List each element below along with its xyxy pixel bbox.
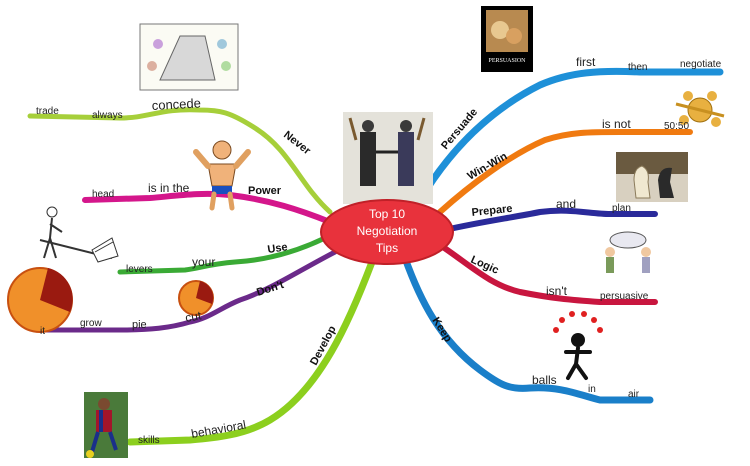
persuade-sub-negotiate: negotiate	[680, 59, 722, 70]
never-sub-trade: trade	[36, 106, 59, 117]
branch-keep-curve	[401, 254, 654, 404]
persuade-sub-first: first	[576, 55, 596, 69]
winwin-sub-5050: 50:50	[664, 121, 689, 132]
branch-use-curve	[117, 235, 328, 275]
lever-man-icon	[39, 206, 119, 263]
prepare-sub-and: and	[556, 197, 576, 211]
branch-use-label[interactable]: Use	[267, 241, 289, 256]
persuade-sub-then: then	[628, 62, 647, 73]
use-sub-your: your	[192, 255, 215, 269]
central-topic-line-1: Top 10	[369, 207, 405, 221]
central-topic[interactable]: Top 10 Negotiation Tips	[320, 199, 454, 265]
dont-sub-grow: grow	[80, 318, 102, 329]
use-sub-levers: levers	[126, 264, 153, 275]
dont-sub-it: it	[40, 326, 45, 337]
keep-sub-balls: balls	[532, 373, 557, 387]
branch-persuade-curve	[416, 67, 724, 204]
power-sub-head: head	[92, 189, 114, 200]
pie-small-icon	[178, 280, 214, 316]
logic-cartoon-icon	[598, 230, 660, 278]
branch-keep-label[interactable]: Keep	[429, 315, 454, 344]
power-sub-is-in-the: is in the	[148, 181, 190, 195]
persuasion-poster-icon: PERSUASION	[481, 6, 533, 72]
branch-prepare-label[interactable]: Prepare	[471, 203, 513, 219]
branch-power-label[interactable]: Power	[248, 185, 282, 197]
branch-logic-curve	[437, 242, 658, 305]
branch-prepare-curve	[442, 207, 658, 233]
keep-sub-in: in	[588, 384, 596, 395]
branch-power-curve	[82, 190, 333, 225]
strongman-icon	[193, 140, 251, 211]
branch-dont-curve	[32, 249, 338, 333]
dont-sub-cut: cut	[184, 308, 203, 325]
meeting-table-icon	[139, 23, 239, 91]
winwin-sub-is-not: is not	[602, 117, 631, 131]
branch-never-curve	[27, 107, 333, 215]
chess-pieces-icon	[616, 152, 688, 202]
prepare-sub-plan: plan	[612, 203, 631, 214]
branch-winwin-curve	[437, 129, 693, 215]
dont-sub-pie: pie	[132, 319, 147, 331]
logic-sub-isnt: isn't	[546, 284, 568, 298]
keep-sub-air: air	[628, 389, 640, 400]
logic-sub-persuasive: persuasive	[600, 291, 649, 302]
branch-dont-label[interactable]: Don't	[255, 279, 285, 299]
central-topic-line-3: Tips	[376, 241, 398, 255]
never-sub-concede: concede	[151, 95, 201, 113]
handshake-icon	[343, 112, 433, 204]
central-topic-line-2: Negotiation	[357, 224, 418, 238]
juggler-icon	[553, 311, 603, 380]
persuasion-caption: PERSUASION	[488, 58, 526, 64]
never-sub-always: always	[92, 110, 123, 121]
develop-sub-skills: skills	[138, 435, 160, 446]
branch-develop-curve	[126, 258, 376, 446]
gold-figures-icon	[675, 91, 725, 127]
soccer-player-icon	[84, 392, 128, 458]
pie-large-icon	[7, 267, 73, 333]
